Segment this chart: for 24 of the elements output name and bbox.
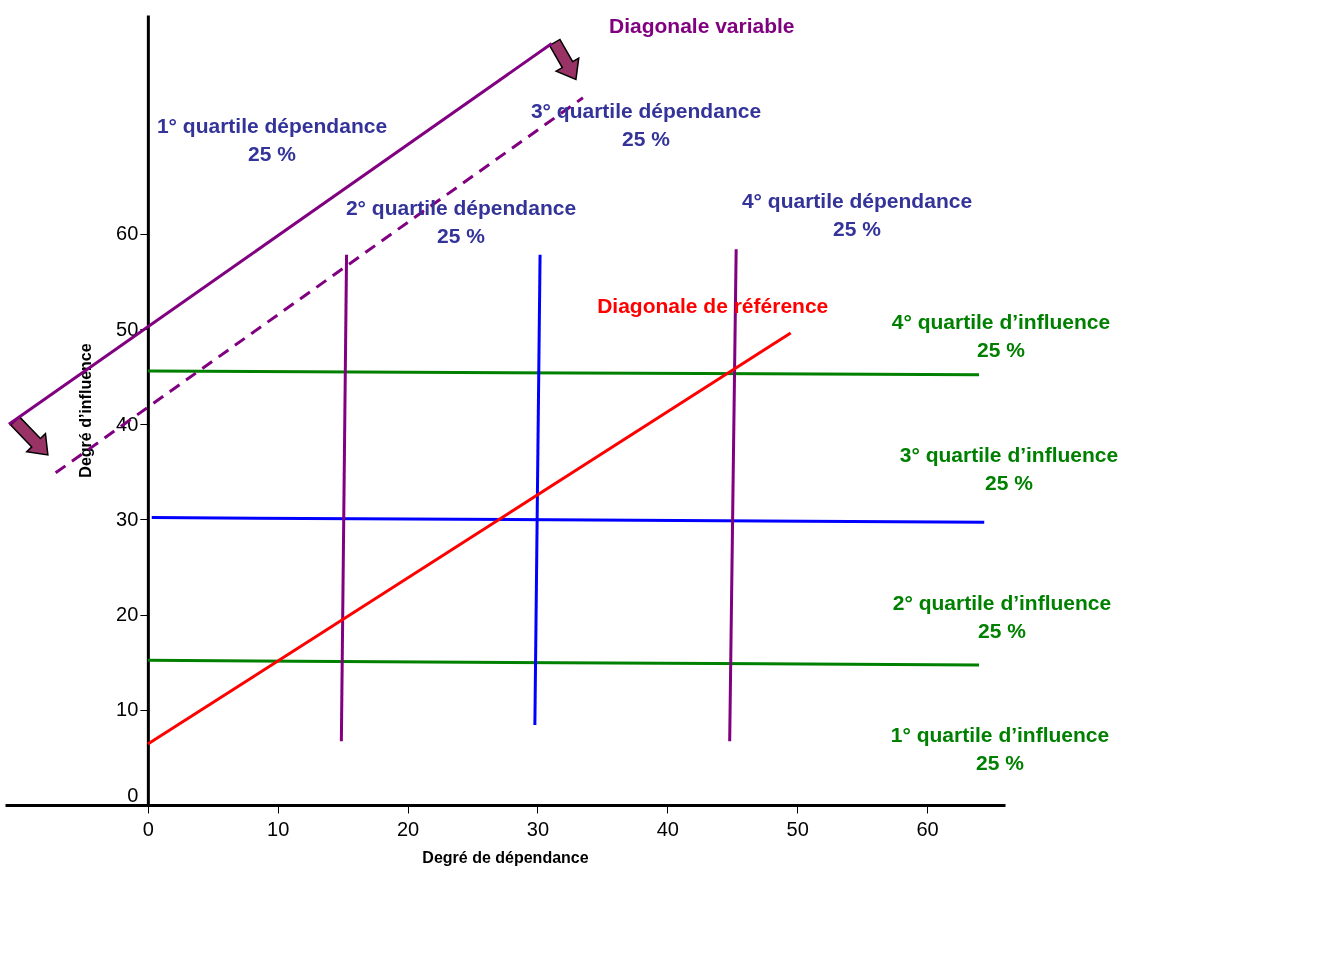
x-tick-label: 10 [267, 817, 290, 840]
x-tick-label: 20 [396, 817, 420, 840]
x-tick-label: 40 [656, 817, 679, 840]
annotation: 2° quartile dépendance 25 % [345, 195, 577, 247]
y-tick-label: 60 [116, 222, 139, 245]
annotation: 3° quartile d’influence 25 % [899, 442, 1119, 494]
x-axis-title: Degré de dépendance [422, 848, 589, 866]
x-tick-label: 0 [142, 817, 154, 840]
x-tick-label: 50 [786, 817, 809, 840]
annotation: 4° quartile d’influence 25 % [891, 310, 1111, 362]
y-tick-label: 20 [116, 603, 139, 626]
y-tick-label: 30 [116, 507, 139, 530]
x-tick-label: 60 [916, 817, 939, 840]
x-tick-label: 30 [526, 817, 550, 840]
y-tick-label: 0 [127, 783, 139, 806]
annotation: 2° quartile d’influence 25 % [892, 590, 1112, 642]
y-axis-title: Degré d’influence [77, 343, 95, 478]
annotation: 3° quartile dépendance 25 % [530, 99, 762, 151]
annotation: 1° quartile dépendance 25 % [156, 114, 388, 166]
annotation: 1° quartile d’influence 25 % [890, 723, 1110, 775]
y-tick-label: 50 [116, 317, 139, 340]
y-tick-label: 10 [116, 698, 139, 721]
text: Diagonale variable [608, 13, 795, 37]
annotation: 4° quartile dépendance 25 % [741, 189, 973, 241]
